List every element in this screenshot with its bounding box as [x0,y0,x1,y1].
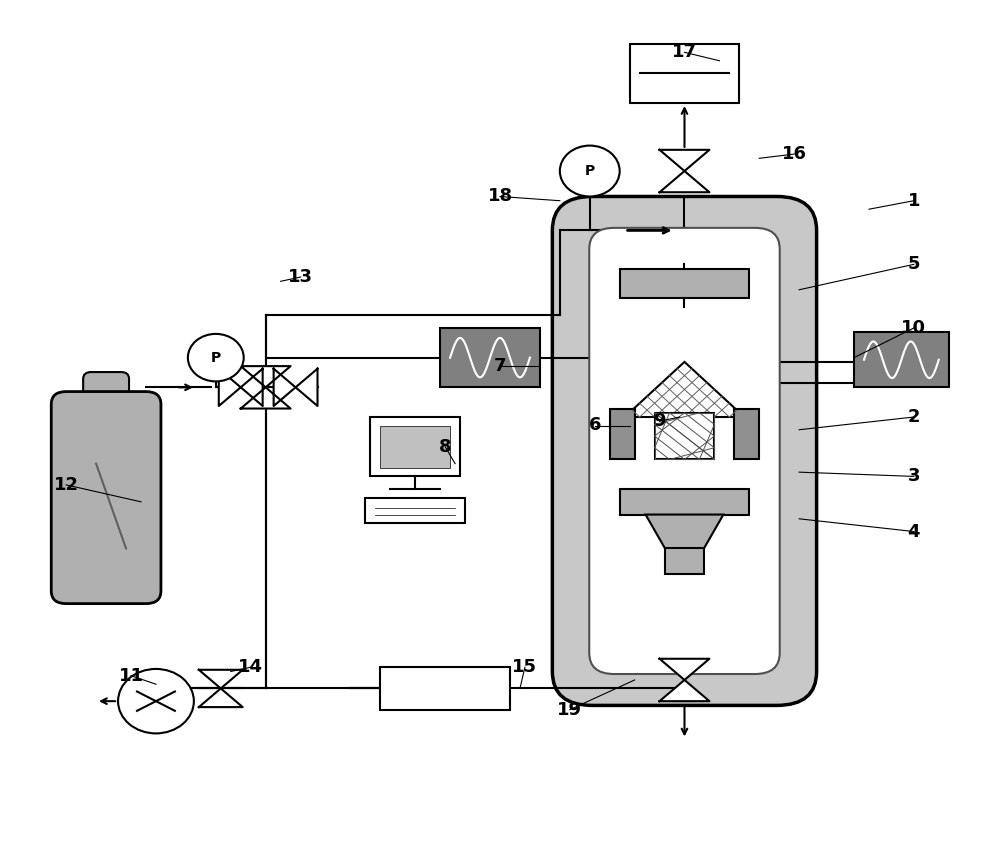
Text: 8: 8 [439,437,451,455]
Polygon shape [660,150,709,171]
FancyBboxPatch shape [665,549,704,574]
FancyBboxPatch shape [620,269,749,298]
FancyBboxPatch shape [854,332,949,387]
Text: 12: 12 [54,476,79,494]
Text: 10: 10 [901,319,926,337]
FancyBboxPatch shape [552,197,817,705]
FancyBboxPatch shape [380,426,450,468]
Text: P: P [211,351,221,364]
Circle shape [118,669,194,734]
Text: 4: 4 [908,523,920,540]
FancyBboxPatch shape [610,408,635,460]
FancyBboxPatch shape [655,413,714,460]
Polygon shape [646,515,723,549]
Polygon shape [241,387,291,408]
Polygon shape [241,368,263,406]
Polygon shape [625,362,744,417]
Circle shape [188,334,244,381]
Text: 7: 7 [494,357,506,375]
Text: P: P [585,164,595,178]
Polygon shape [660,171,709,192]
Polygon shape [660,680,709,701]
Text: 5: 5 [908,255,920,273]
FancyBboxPatch shape [380,667,510,710]
Text: 11: 11 [119,666,144,685]
Text: 14: 14 [238,658,263,677]
Text: 13: 13 [288,268,313,286]
Text: 19: 19 [557,700,582,718]
Polygon shape [274,368,296,406]
Text: 16: 16 [782,145,807,163]
Polygon shape [199,670,243,688]
Text: 15: 15 [512,658,537,677]
Polygon shape [241,366,291,387]
Circle shape [560,146,620,197]
FancyBboxPatch shape [440,328,540,387]
Text: 2: 2 [908,408,920,426]
Text: 18: 18 [487,187,513,205]
Text: 6: 6 [588,416,601,435]
FancyBboxPatch shape [620,489,749,515]
Text: 9: 9 [653,412,666,431]
FancyBboxPatch shape [51,391,161,603]
FancyBboxPatch shape [83,372,129,420]
Polygon shape [296,368,318,406]
FancyBboxPatch shape [370,417,460,477]
FancyBboxPatch shape [589,228,780,674]
Polygon shape [660,659,709,680]
FancyBboxPatch shape [734,408,759,460]
FancyBboxPatch shape [630,43,739,103]
Text: 1: 1 [908,191,920,209]
Polygon shape [199,688,243,707]
Text: 17: 17 [672,43,697,61]
FancyBboxPatch shape [365,498,465,523]
Text: 3: 3 [908,467,920,485]
Polygon shape [219,368,241,406]
